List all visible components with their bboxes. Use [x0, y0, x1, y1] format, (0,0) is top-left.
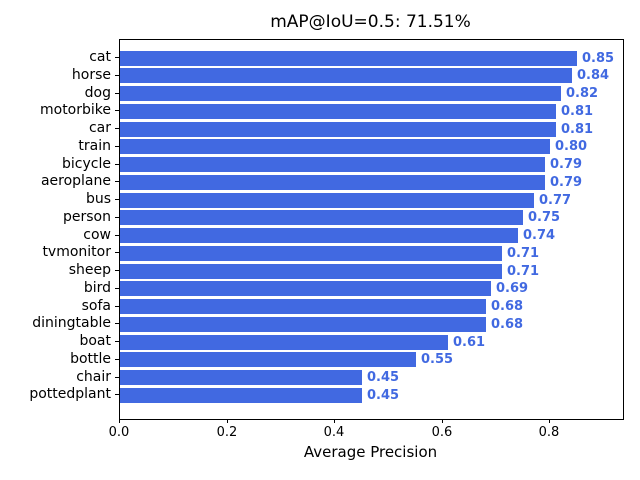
value-label-dog: 0.82	[566, 86, 599, 102]
y-tick-mark	[115, 305, 119, 307]
x-tick-mark	[119, 419, 120, 423]
x-tick-label-0.8: 0.8	[538, 425, 560, 440]
value-label-bottle: 0.55	[421, 352, 454, 368]
y-tick-label-bicycle: bicycle	[62, 155, 111, 172]
y-tick-label-horse: horse	[71, 66, 111, 83]
value-label-chair: 0.45	[367, 370, 400, 386]
bar-aeroplane	[120, 174, 545, 190]
y-tick-mark	[115, 341, 119, 343]
bar-horse	[120, 68, 572, 84]
value-label-aeroplane: 0.79	[550, 174, 583, 190]
y-tick-label-chair: chair	[76, 368, 111, 385]
y-tick-label-bottle: bottle	[70, 350, 111, 367]
y-tick-label-dog: dog	[84, 84, 111, 101]
x-tick-label-0.2: 0.2	[216, 425, 238, 440]
value-label-pottedplant: 0.45	[367, 387, 400, 403]
value-label-motorbike: 0.81	[561, 103, 594, 119]
y-tick-mark	[115, 394, 119, 396]
y-tick-mark	[115, 323, 119, 325]
y-tick-label-bird: bird	[83, 279, 111, 296]
bar-bird	[120, 281, 491, 297]
value-label-car: 0.81	[561, 121, 594, 137]
y-tick-label-pottedplant: pottedplant	[29, 386, 111, 403]
y-tick-label-sofa: sofa	[81, 297, 111, 314]
y-tick-label-bus: bus	[85, 191, 111, 208]
y-tick-mark	[115, 57, 119, 58]
y-tick-label-boat: boat	[79, 333, 111, 350]
bar-train	[120, 139, 550, 155]
value-label-boat: 0.61	[453, 334, 486, 350]
x-tick-label-0.6: 0.6	[431, 425, 453, 440]
value-label-diningtable: 0.68	[491, 316, 524, 332]
value-label-bicycle: 0.79	[550, 157, 583, 173]
bar-car	[120, 121, 556, 137]
y-tick-mark	[115, 358, 119, 360]
bar-diningtable	[120, 316, 486, 332]
y-tick-mark	[115, 110, 119, 112]
value-label-bird: 0.69	[496, 281, 529, 297]
y-tick-label-motorbike: motorbike	[39, 102, 111, 119]
y-tick-label-car: car	[88, 120, 111, 137]
y-tick-mark	[115, 163, 119, 165]
y-tick-mark	[115, 128, 119, 130]
y-tick-mark	[115, 376, 119, 378]
chart-title: mAP@IoU=0.5: 71.51%	[270, 12, 471, 32]
x-axis-label: Average Precision	[303, 443, 438, 461]
x-tick-mark	[549, 419, 550, 423]
y-tick-label-person: person	[63, 208, 111, 225]
value-label-sheep: 0.71	[507, 263, 540, 279]
y-tick-label-diningtable: diningtable	[32, 315, 111, 332]
bar-pottedplant	[120, 387, 362, 403]
value-label-person: 0.75	[528, 210, 561, 226]
bar-motorbike	[120, 103, 556, 119]
x-tick-label-0.0: 0.0	[108, 425, 130, 440]
bar-sheep	[120, 263, 502, 279]
y-tick-label-sheep: sheep	[68, 262, 111, 279]
bar-person	[120, 210, 523, 226]
x-tick-mark	[227, 419, 228, 423]
value-label-cow: 0.74	[523, 228, 556, 244]
value-label-horse: 0.84	[577, 68, 610, 84]
y-tick-mark	[115, 145, 119, 147]
value-label-train: 0.80	[555, 139, 588, 155]
y-tick-mark	[115, 234, 119, 236]
y-tick-label-cat: cat	[89, 49, 111, 65]
bar-chair	[120, 370, 362, 386]
y-tick-mark	[115, 181, 119, 183]
y-tick-label-aeroplane: aeroplane	[40, 173, 111, 190]
bar-bus	[120, 192, 534, 208]
x-tick-label-0.4: 0.4	[323, 425, 345, 440]
bar-cat	[120, 50, 577, 66]
bar-dog	[120, 86, 561, 102]
value-label-sofa: 0.68	[491, 299, 524, 315]
y-tick-mark	[115, 216, 119, 218]
bar-bottle	[120, 352, 416, 368]
x-tick-mark	[334, 419, 335, 423]
bar-boat	[120, 334, 448, 350]
plot-area: 0.85 0.84 0.82 0.81 0.81 0.80 0.79 0.79 0.77 0.75…	[119, 39, 624, 420]
bar-bicycle	[120, 157, 545, 173]
y-tick-label-cow: cow	[83, 226, 111, 243]
y-tick-mark	[115, 92, 119, 94]
y-tick-mark	[115, 252, 119, 254]
y-tick-mark	[115, 270, 119, 272]
y-tick-label-train: train	[78, 137, 111, 154]
value-label-bus: 0.77	[539, 192, 572, 208]
y-tick-mark	[115, 199, 119, 201]
value-label-tvmonitor: 0.71	[507, 245, 540, 261]
x-tick-mark	[442, 419, 443, 423]
y-tick-mark	[115, 287, 119, 289]
bar-cow	[120, 228, 518, 244]
y-tick-mark	[115, 74, 119, 76]
bar-sofa	[120, 299, 486, 315]
bar-tvmonitor	[120, 245, 502, 261]
y-tick-label-tvmonitor: tvmonitor	[42, 244, 111, 261]
value-label-cat: 0.85	[582, 50, 615, 66]
